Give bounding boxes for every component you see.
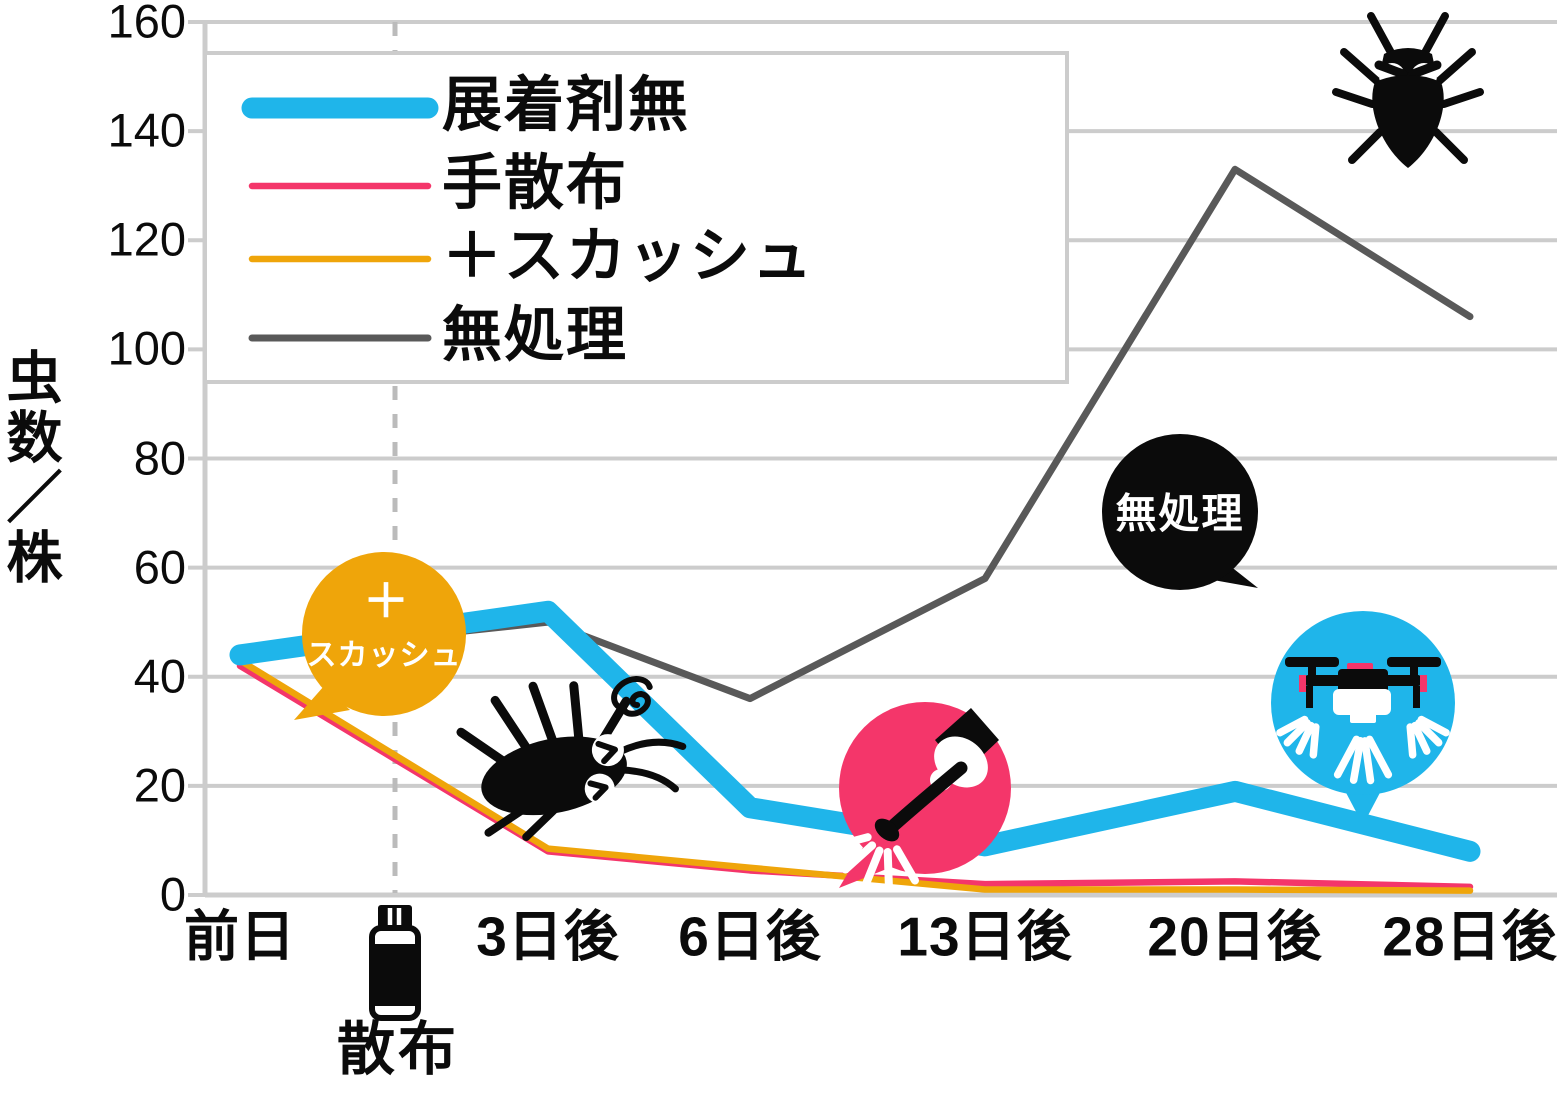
y-tick-label-0: 0 (159, 867, 186, 921)
spray-line (1333, 735, 1361, 779)
spray-line (862, 846, 884, 888)
spray-line (1417, 715, 1450, 737)
spray-line (1411, 721, 1431, 755)
spray-event-label: 散布 (336, 1017, 460, 1082)
dizzy-bug-icon (456, 676, 687, 841)
hand-sprayer-icon (828, 708, 999, 892)
squash-bubble-text-plus: ＋ (363, 575, 409, 627)
spray-line (841, 841, 877, 874)
legend-label-untreated: 無処理 (442, 301, 628, 369)
spray-line (883, 847, 893, 892)
spray-line (1365, 735, 1393, 779)
spray-line (1415, 719, 1443, 747)
legend-label-plus-squash: ＋スカッシュ (442, 222, 814, 290)
legend-label-hand-spray: 手散布 (442, 149, 628, 217)
y-tick-label-80: 80 (133, 431, 186, 485)
untreated-speech-bubble (1102, 434, 1258, 590)
spray-burst-icon (828, 833, 919, 892)
y-tick-label-160: 160 (107, 0, 186, 48)
drone-bubble (1271, 611, 1455, 825)
spray-line (828, 833, 872, 851)
y-tick-label-20: 20 (133, 758, 186, 812)
y-tick-label-120: 120 (107, 212, 186, 266)
x-label-2: 6日後 (678, 905, 822, 968)
dizzy-swirl-icon (611, 676, 653, 717)
y-axis-title: 虫数／株 (0, 348, 62, 588)
spray-drone-icon (1276, 657, 1450, 785)
spray-line (1283, 719, 1311, 747)
spray-bottle-icon (369, 905, 421, 1021)
spray-line (1309, 723, 1320, 759)
x-label-5: 28日後 (1382, 905, 1558, 968)
angry-bug-icon (1332, 12, 1484, 168)
legend-swatches (241, 97, 439, 342)
spray-line (1406, 723, 1417, 759)
drone-spray-left-icon (1276, 715, 1320, 759)
squash-speech-bubble (294, 552, 466, 720)
x-label-3: 13日後 (897, 905, 1073, 968)
legend-label-no-spreader: 展着剤無 (442, 71, 690, 139)
y-tick-label-140: 140 (107, 103, 186, 157)
spray-line (893, 845, 919, 885)
drone-spray-center-icon (1333, 735, 1393, 785)
untreated-bubble-text: 無処理 (1115, 490, 1245, 537)
spray-line (1349, 737, 1365, 784)
spray-line (1361, 737, 1375, 785)
x-label-0: 前日 (183, 905, 297, 968)
spray-line (1276, 715, 1309, 737)
hand-spray-bubble (828, 702, 1011, 892)
y-tick-label-100: 100 (107, 321, 186, 375)
squash-bubble-text-name: スカッシュ (306, 639, 462, 672)
y-tick-label-60: 60 (133, 540, 186, 594)
y-tick-label-40: 40 (133, 649, 186, 703)
spray-line (1295, 721, 1315, 755)
x-label-4: 20日後 (1147, 905, 1323, 968)
x-label-1: 3日後 (476, 905, 620, 968)
drone-spray-right-icon (1406, 715, 1450, 759)
